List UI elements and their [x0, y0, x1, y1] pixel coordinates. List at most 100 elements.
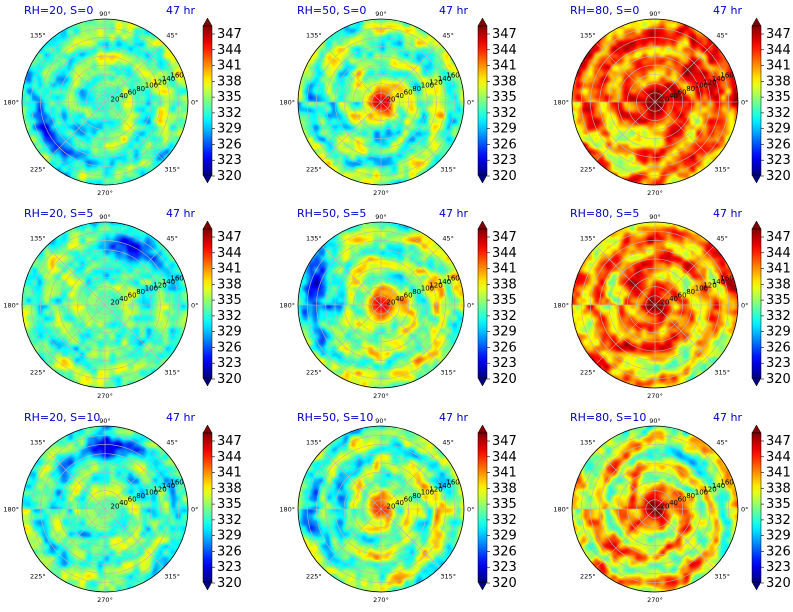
colorbar-extend-min [202, 174, 213, 184]
colorbar-tick-label: 335 [217, 90, 242, 105]
angle-tick-label: 180° [553, 506, 569, 514]
angle-tick-label: 180° [279, 506, 295, 514]
angular-gridline [380, 246, 440, 306]
colorbar-tick-label: 338 [217, 277, 242, 292]
colorbar-tick-label: 344 [492, 246, 517, 261]
radial-tick-label: 40 [669, 499, 678, 507]
radial-tick-label: 120 [429, 485, 442, 493]
panel-title: RH=50, S=10 [297, 411, 373, 424]
angle-tick-label: 180° [553, 99, 569, 107]
angle-tick-label: 315° [164, 166, 180, 174]
angle-tick-label: 45° [442, 31, 454, 39]
angle-tick-label: 180° [553, 302, 569, 310]
colorbar-tick-label: 332 [766, 309, 791, 324]
colorbar-tick-label: 341 [492, 262, 517, 277]
angular-gridline [654, 101, 714, 161]
angle-tick-label: 225° [580, 369, 596, 377]
colorbar-tick-label: 338 [766, 277, 791, 292]
panel-title: RH=20, S=5 [24, 207, 93, 220]
colorbar-tick-label: 344 [217, 246, 242, 261]
colorbar-tick-label: 347 [217, 434, 242, 449]
colorbar-tick-label: 329 [492, 122, 517, 137]
angle-tick-label: 135° [306, 31, 322, 39]
radial-tick-label: 80 [412, 492, 421, 500]
angle-tick-label: 0° [191, 99, 198, 107]
radial-tick-label: 20 [661, 96, 670, 104]
angle-tick-label: 270° [373, 392, 389, 400]
colorbar-tick-label: 344 [217, 450, 242, 465]
colorbar-extend-max [751, 17, 762, 27]
angle-tick-label: 270° [97, 596, 113, 604]
colorbar-tick-label: 332 [766, 106, 791, 121]
colorbar-tick-label: 320 [217, 169, 242, 184]
panel-time-label: 47 hr [439, 411, 468, 424]
radial-tick-label: 140 [712, 278, 725, 286]
angular-gridline [46, 508, 106, 568]
angle-tick-label: 0° [741, 302, 748, 310]
colorbar-tick-label: 344 [766, 246, 791, 261]
angle-tick-label: 0° [191, 506, 198, 514]
colorbar-tick-label: 338 [766, 481, 791, 496]
radial-tick-label: 100 [695, 285, 708, 293]
angle-tick-label: 0° [741, 99, 748, 107]
angular-gridline [104, 246, 164, 306]
panel-title: RH=50, S=0 [297, 4, 366, 17]
colorbar-tick-label: 320 [217, 576, 242, 591]
angular-gridline [46, 43, 106, 103]
colorbar-tick-label: 329 [492, 529, 517, 544]
angular-gridline [380, 101, 440, 161]
colorbar-tick-label: 344 [492, 450, 517, 465]
colorbar-tick-label: 347 [217, 230, 242, 245]
colorbar-tick-label: 338 [492, 481, 517, 496]
angular-gridline [104, 450, 164, 510]
angular-gridline [380, 304, 440, 364]
radial-tick-label: 100 [421, 82, 434, 90]
colorbar-tick-label: 323 [217, 560, 242, 575]
colorbar-gradient [477, 432, 488, 583]
angle-tick-label: 225° [30, 573, 46, 581]
angular-gridline [104, 508, 164, 568]
colorbar-tick-label: 338 [217, 481, 242, 496]
radial-tick-label: 20 [111, 503, 120, 511]
angle-tick-label: 270° [97, 189, 113, 197]
colorbar-tick-label: 329 [217, 325, 242, 340]
angular-gridline [654, 508, 714, 568]
angular-gridline [46, 101, 106, 161]
angle-tick-label: 135° [580, 31, 596, 39]
polar-frame [21, 221, 189, 389]
angular-gridline [322, 43, 382, 103]
radial-tick-label: 60 [128, 496, 137, 504]
radial-tick-label: 140 [438, 75, 451, 83]
radial-tick-label: 60 [404, 496, 413, 504]
radial-tick-label: 80 [136, 492, 145, 500]
radial-tick-label: 20 [387, 503, 396, 511]
colorbar-tick-label: 347 [492, 434, 517, 449]
colorbar-gradient [477, 228, 488, 379]
colorbar-extend-min [477, 377, 488, 387]
angle-tick-label: 315° [714, 166, 730, 174]
radial-tick-label: 120 [429, 281, 442, 289]
angle-tick-label: 135° [30, 438, 46, 446]
radial-tick-label: 160 [446, 478, 459, 486]
angular-gridline [322, 101, 382, 161]
colorbar-tick-label: 326 [492, 544, 517, 559]
colorbar-tick-label: 326 [766, 340, 791, 355]
angle-tick-label: 90° [649, 10, 661, 18]
angular-gridline [46, 304, 106, 364]
colorbar-tick-label: 329 [217, 122, 242, 137]
colorbar-tick-label: 329 [766, 325, 791, 340]
panel-title: RH=20, S=10 [24, 411, 100, 424]
radial-tick-label: 140 [162, 75, 175, 83]
angular-gridline [654, 304, 714, 364]
angular-gridline [322, 304, 382, 364]
angle-tick-label: 180° [279, 302, 295, 310]
colorbar-gradient [751, 228, 762, 379]
colorbar-extend-max [751, 424, 762, 434]
